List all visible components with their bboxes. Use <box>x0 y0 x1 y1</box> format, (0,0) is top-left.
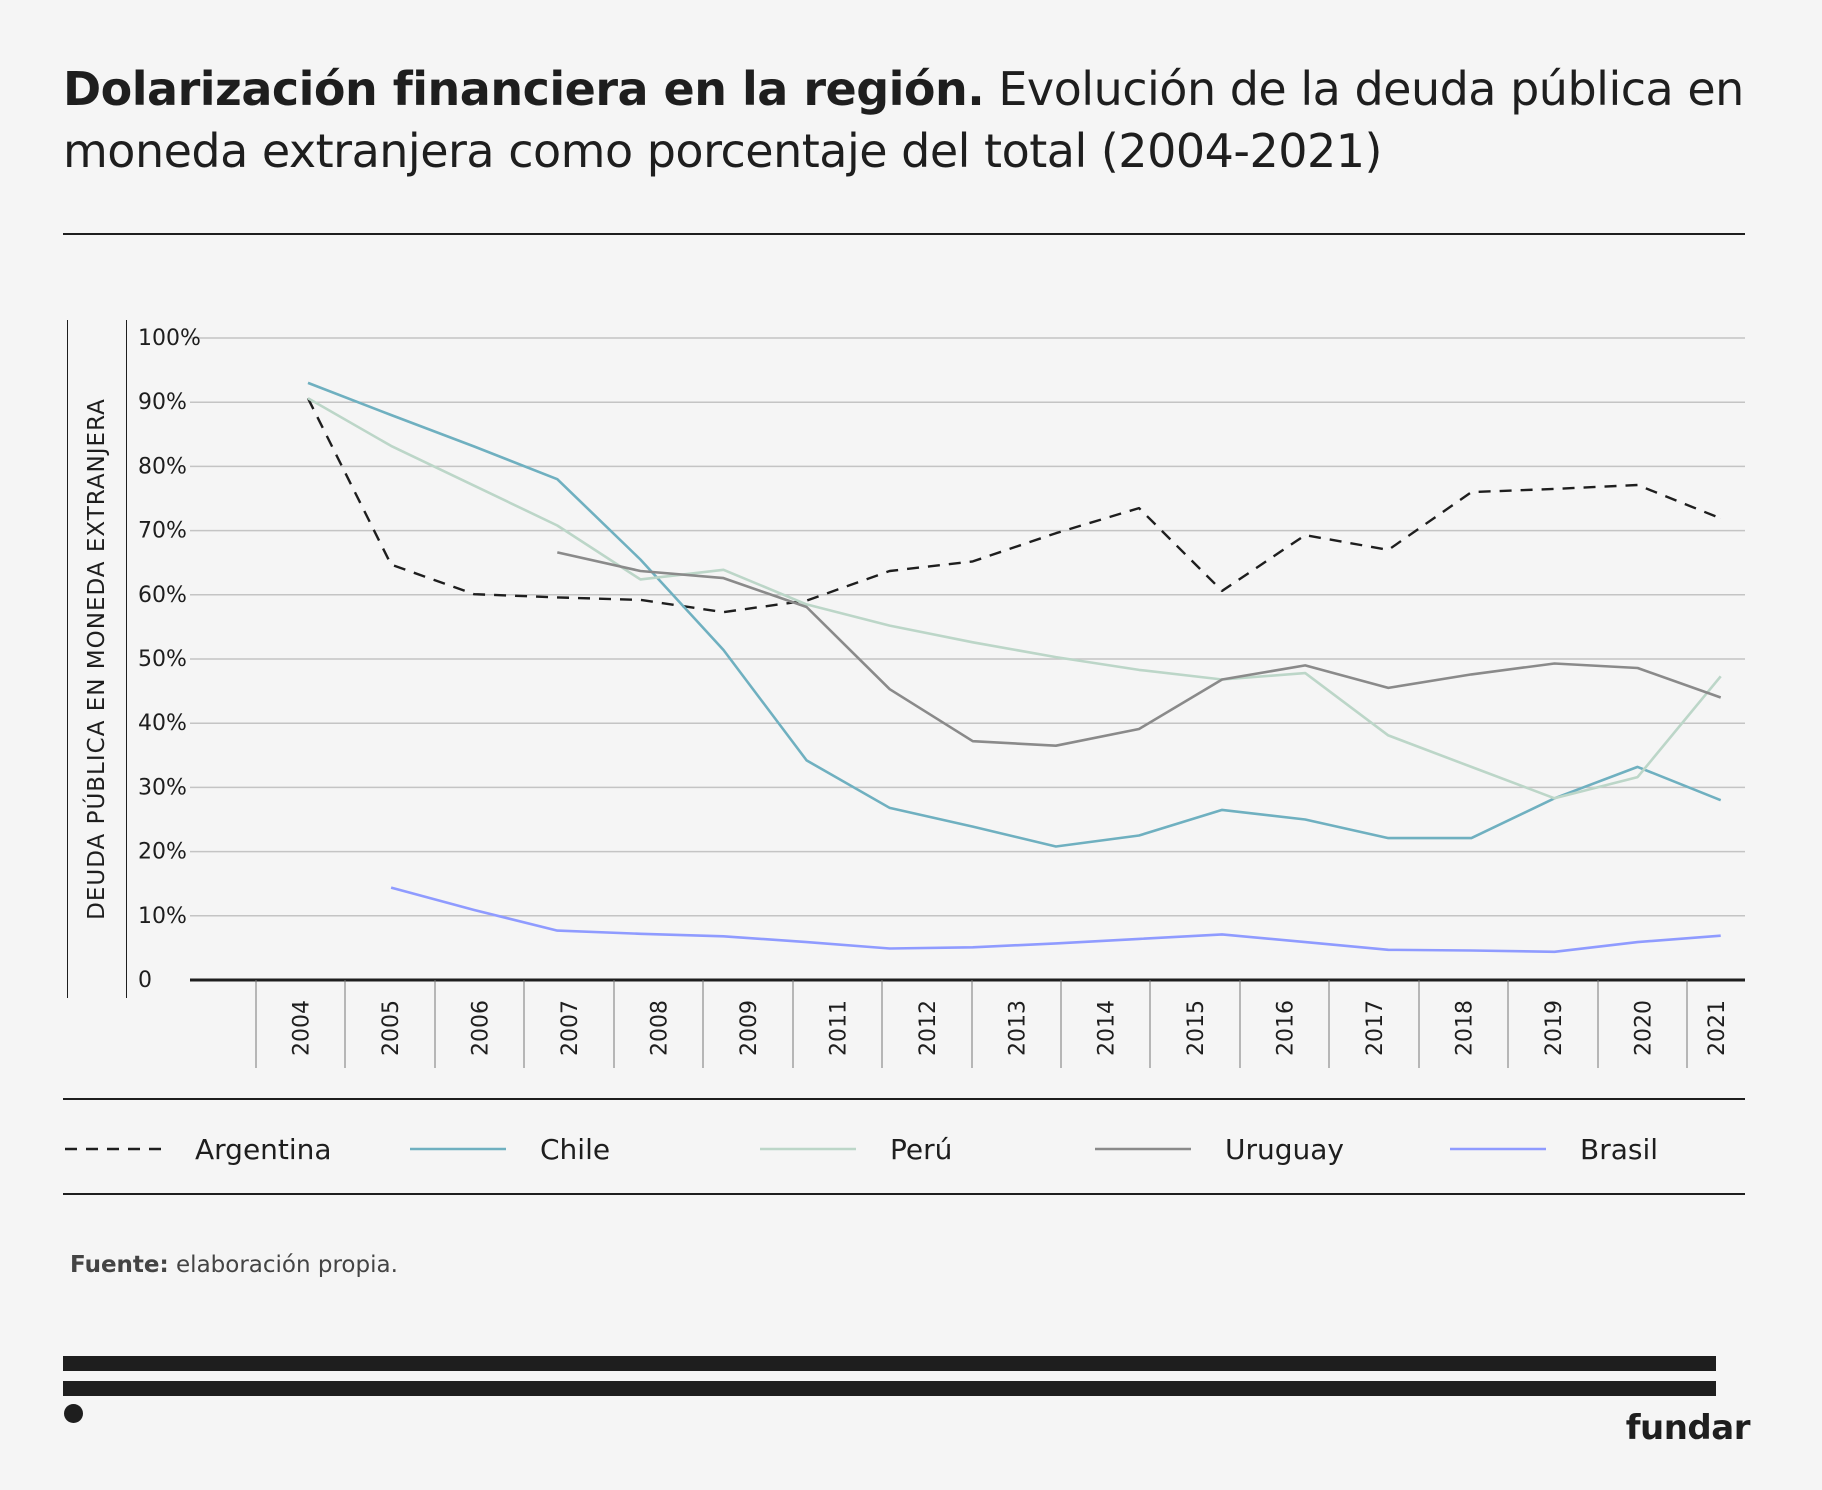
brand-bar-top <box>63 1356 1716 1371</box>
y-tick-label: 70% <box>138 519 187 544</box>
series-line-perú <box>307 397 1722 800</box>
series-line-uruguay <box>557 551 1722 747</box>
x-tick-label: 2019 <box>1542 1000 1567 1056</box>
legend-swatch <box>1095 1147 1191 1151</box>
legend-swatch <box>410 1147 506 1151</box>
top-divider <box>63 233 1745 235</box>
y-tick-label: 0 <box>138 968 152 993</box>
x-tick-label: 2021 <box>1705 1000 1730 1056</box>
y-tick-label: 40% <box>138 711 187 736</box>
x-tick-label: 2013 <box>1006 1000 1031 1056</box>
series-line-argentina <box>306 397 1722 614</box>
x-tick-label: 2014 <box>1095 1000 1120 1056</box>
x-tick-label: 2007 <box>558 1000 583 1056</box>
x-tick-label: 2020 <box>1632 1000 1657 1056</box>
y-tick-label: 10% <box>138 904 187 929</box>
legend-label: Chile <box>540 1132 611 1166</box>
legend-item-argentina: Argentina <box>63 1125 332 1173</box>
x-tick-label: 2005 <box>379 1000 404 1056</box>
x-tick-label: 2009 <box>737 1000 762 1056</box>
y-tick-label: 30% <box>138 775 187 800</box>
brand-dot <box>64 1404 83 1423</box>
x-tick-label: 2017 <box>1363 1000 1388 1056</box>
y-tick-label: 100% <box>138 326 201 351</box>
source-label: Fuente: <box>70 1252 169 1278</box>
fundar-logo: fundar <box>1625 1408 1751 1448</box>
y-axis-label-box: DEUDA PÚBLICA EN MONEDA EXTRANJERA <box>67 320 127 998</box>
legend-label: Brasil <box>1580 1132 1659 1166</box>
legend-label: Perú <box>890 1132 953 1166</box>
source-text: elaboración propia. <box>168 1252 398 1278</box>
y-tick-label: 20% <box>138 840 187 865</box>
legend-swatch <box>65 1147 161 1151</box>
legend-top-divider <box>63 1098 1745 1100</box>
y-tick-label: 80% <box>138 454 187 479</box>
legend-swatch <box>1450 1147 1546 1151</box>
x-tick-label: 2016 <box>1274 1000 1299 1056</box>
line-chart: 0 10% 20% 30% 40% 50% 60% 70% 80% 90% 100% 2004 2005… <box>138 326 1745 1068</box>
brand-bar-bottom <box>63 1381 1716 1396</box>
legend-swatch <box>760 1147 856 1151</box>
series-line-chile <box>307 381 1722 848</box>
chart-title: Dolarización financiera en la región. Ev… <box>63 58 1763 182</box>
x-tick-label: 2012 <box>916 1000 941 1056</box>
x-tick-label: 2015 <box>1184 1000 1209 1056</box>
legend-bottom-divider <box>63 1193 1745 1195</box>
y-tick-label: 90% <box>138 390 187 415</box>
legend-item-uruguay: Uruguay <box>1093 1125 1344 1173</box>
legend-item-brasil: Brasil <box>1448 1125 1658 1173</box>
legend: Argentina Chile Perú Uruguay Brasil <box>63 1125 1745 1173</box>
y-tick-label: 50% <box>138 647 187 672</box>
x-tick-label: 2004 <box>290 1000 315 1056</box>
x-tick-label: 2011 <box>827 1000 852 1056</box>
y-tick-label: 60% <box>138 583 187 608</box>
legend-item-chile: Chile <box>408 1125 610 1173</box>
x-tick-label: 2018 <box>1453 1000 1478 1056</box>
chart-title-bold: Dolarización financiera en la región. <box>63 62 985 116</box>
chart-title-regular: Evolución de la deuda pública en moneda … <box>63 62 1744 178</box>
legend-label: Uruguay <box>1225 1132 1344 1166</box>
x-tick-label: 2008 <box>648 1000 673 1056</box>
series-line-brasil <box>390 886 1721 954</box>
legend-item-perú: Perú <box>758 1125 952 1173</box>
x-tick-label: 2006 <box>469 1000 494 1056</box>
source-note: Fuente: elaboración propia. <box>70 1252 398 1278</box>
legend-label: Argentina <box>195 1132 332 1166</box>
